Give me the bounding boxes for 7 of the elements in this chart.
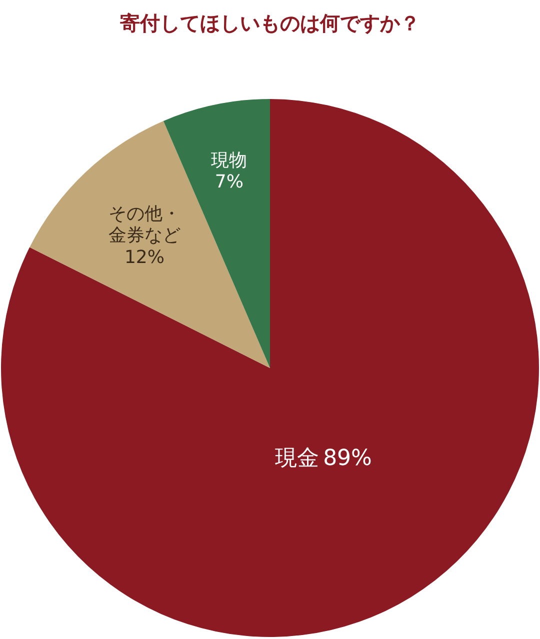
slice-label: その他・金券など bbox=[108, 204, 180, 246]
chart-title: 寄付してほしいものは何ですか？ bbox=[120, 11, 420, 35]
data-label: 89% bbox=[323, 446, 372, 471]
data-label: 12% bbox=[124, 246, 164, 268]
slice-label: 現物 bbox=[211, 150, 248, 171]
slice-label: 現金 bbox=[275, 446, 320, 471]
data-label: 7% bbox=[214, 172, 244, 193]
